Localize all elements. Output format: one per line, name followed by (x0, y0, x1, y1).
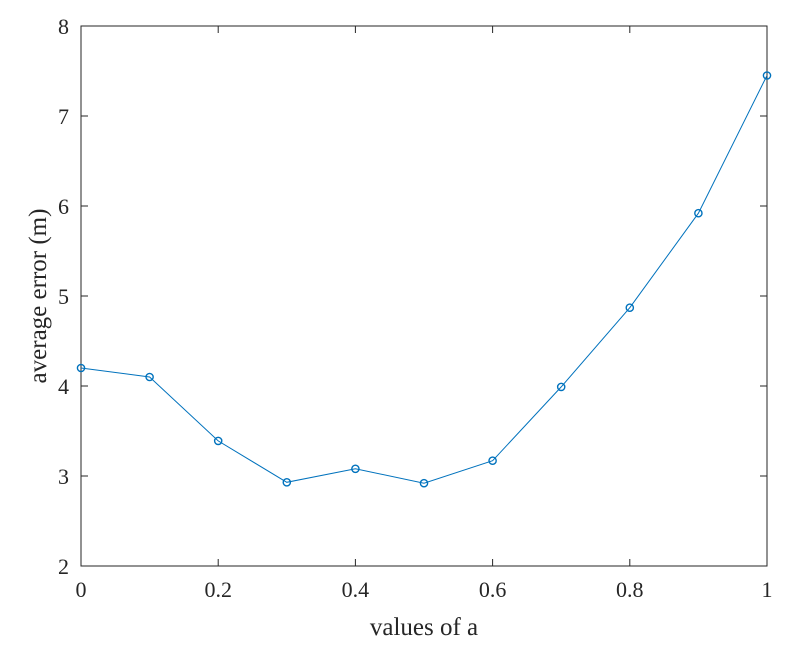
data-point (76, 363, 86, 373)
data-point (762, 71, 772, 80)
y-tick-label: 5 (58, 284, 69, 309)
x-axis-label: values of a (370, 614, 478, 641)
data-point (625, 303, 635, 313)
data-point (351, 464, 360, 474)
data-point (419, 478, 429, 488)
data-point (488, 456, 497, 466)
x-tick-label: 0.2 (204, 577, 232, 602)
y-tick-label: 2 (58, 554, 69, 579)
y-tick-label: 3 (58, 464, 69, 489)
x-tick-label: 0.4 (342, 577, 370, 602)
plot-area (80, 25, 768, 567)
x-tick-label: 0 (76, 577, 87, 602)
series-layer (76, 71, 772, 488)
data-point (282, 477, 292, 487)
y-tick-label: 4 (58, 374, 69, 399)
x-tick-label: 0.8 (616, 577, 644, 602)
data-point (213, 436, 223, 446)
tick-labels: 0 0.2 0.4 0.6 0.8 1 2 3 4 5 6 7 8 (58, 14, 773, 602)
data-point (694, 208, 703, 218)
y-tick-label: 6 (58, 194, 69, 219)
y-tick-label: 7 (58, 104, 69, 129)
x-tick-label: 1 (762, 577, 773, 602)
axis-ticks (80, 25, 768, 567)
x-tick-label: 0.6 (479, 577, 507, 602)
data-point (145, 372, 154, 382)
data-point (556, 382, 566, 392)
series-line (80, 75, 768, 484)
y-axis-label: average error (m) (25, 209, 52, 384)
y-tick-label: 8 (58, 14, 69, 39)
